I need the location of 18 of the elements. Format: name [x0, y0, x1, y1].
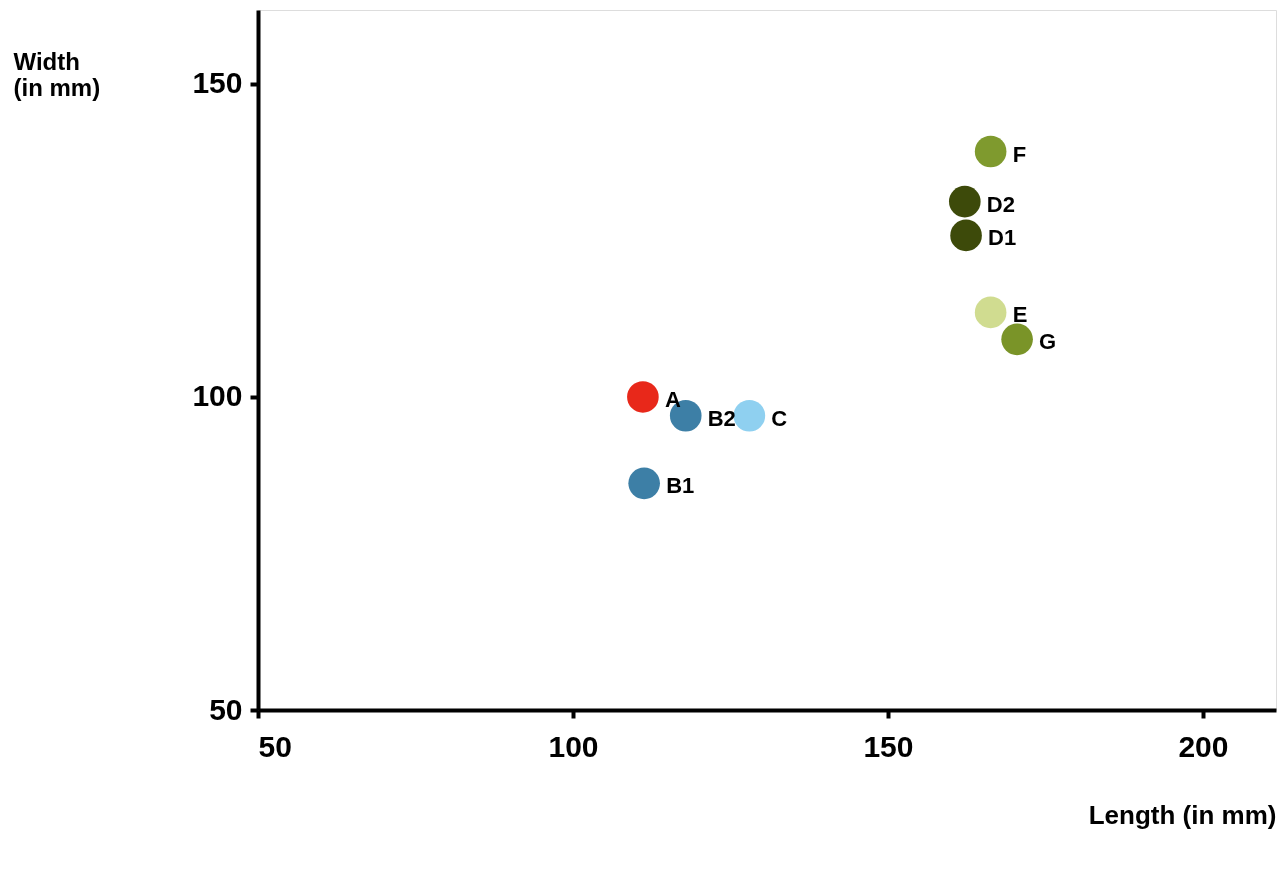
y-tick-label: 50 — [209, 692, 243, 726]
data-label: A — [664, 386, 681, 412]
x-tick-label: 50 — [258, 729, 292, 763]
data-label: B2 — [707, 405, 736, 431]
x-axis-title: Length (in mm) — [1088, 799, 1277, 830]
y-tick-label: 150 — [192, 66, 243, 100]
x-tick-label: 150 — [863, 729, 914, 763]
data-label: G — [1039, 329, 1057, 355]
y-axis-title: Width (in mm) — [13, 47, 101, 101]
data-label: C — [771, 405, 788, 431]
data-label: E — [1012, 302, 1028, 328]
x-tick-label: 200 — [1178, 729, 1229, 763]
data-label: F — [1012, 141, 1027, 167]
x-tick-label: 100 — [548, 729, 599, 763]
y-tick-label: 100 — [192, 379, 243, 413]
data-label: D1 — [988, 225, 1017, 251]
data-label: B1 — [666, 473, 695, 499]
data-label: D2 — [986, 191, 1015, 217]
